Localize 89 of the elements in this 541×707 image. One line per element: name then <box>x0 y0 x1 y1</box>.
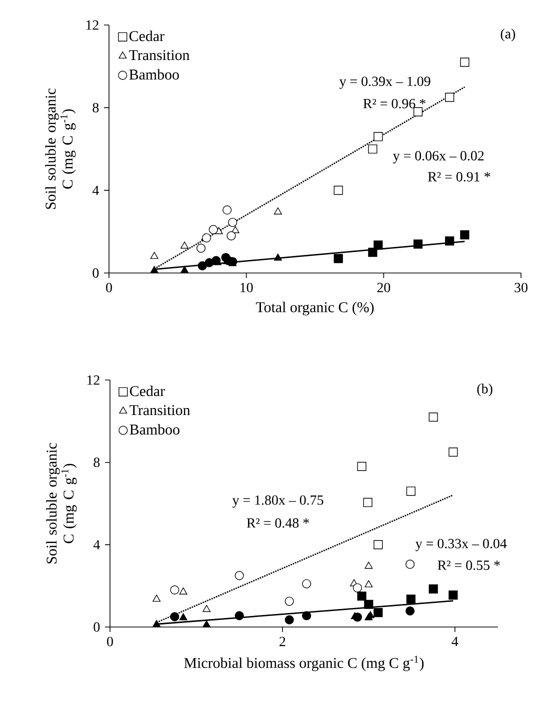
point <box>374 240 383 250</box>
point <box>228 218 238 227</box>
point <box>222 205 232 215</box>
y-tick-label: 12 <box>87 375 100 385</box>
point <box>460 58 470 67</box>
point <box>179 613 188 620</box>
point <box>368 248 378 257</box>
point <box>413 240 423 249</box>
annotation: y = 0.33x – 0.04 <box>416 538 507 552</box>
x-tick-label: 20 <box>377 282 390 292</box>
point <box>460 230 470 240</box>
point <box>234 571 244 580</box>
point <box>413 107 423 116</box>
point <box>202 620 211 628</box>
x-tick-label: 4 <box>452 636 458 646</box>
annotation: (b) <box>477 384 492 396</box>
annotation: R² = 0.48 * <box>246 518 309 528</box>
point <box>374 132 383 142</box>
point <box>352 612 362 622</box>
point <box>284 596 294 606</box>
point <box>363 498 372 508</box>
point <box>196 244 206 253</box>
point <box>180 242 189 249</box>
point <box>406 606 415 616</box>
x-tick-label: 2 <box>280 636 286 646</box>
point <box>179 587 188 594</box>
annotation: y = 1.80x – 0.75 <box>232 495 324 508</box>
point <box>428 584 438 594</box>
point <box>445 236 454 246</box>
annotation: y = 0.39x – 1.09 <box>339 76 430 89</box>
point <box>406 560 415 569</box>
point <box>274 254 282 261</box>
point <box>152 594 161 602</box>
annotation: y = 0.06x – 0.02 <box>393 151 484 164</box>
point <box>180 266 189 273</box>
point <box>406 594 416 604</box>
annotation: R² = 0.96 * <box>363 98 426 108</box>
point <box>406 486 416 496</box>
point <box>334 254 343 264</box>
point <box>448 448 458 457</box>
x-tick-label: 30 <box>514 282 528 292</box>
point <box>198 261 207 270</box>
point <box>302 579 312 588</box>
point <box>448 590 458 600</box>
y-tick-label: 12 <box>86 20 98 30</box>
annotation: R² = 0.55 * <box>438 560 500 570</box>
point <box>234 611 244 620</box>
x-axis-title: Total organic C (%) <box>256 302 374 316</box>
legend-label: Transition <box>129 50 190 60</box>
point <box>150 266 158 273</box>
point <box>364 600 374 609</box>
legend-label: Cedar <box>130 386 165 396</box>
y-tick-label: 8 <box>92 102 99 112</box>
point <box>202 604 211 612</box>
point <box>334 186 343 195</box>
legend-label: Bamboo <box>129 69 179 80</box>
y-tick-label: 0 <box>94 622 100 632</box>
y-tick-label: 4 <box>92 186 99 195</box>
annotation: R² = 0.91 * <box>428 172 490 182</box>
point <box>428 412 438 422</box>
point <box>374 608 383 618</box>
point <box>364 562 373 569</box>
point <box>352 583 362 592</box>
legend-label: Transition <box>130 405 190 416</box>
point <box>302 611 312 620</box>
point <box>208 225 218 234</box>
point <box>357 592 366 601</box>
point <box>368 144 378 154</box>
y-tick-label: 4 <box>93 540 100 550</box>
point <box>284 615 294 624</box>
point <box>445 92 454 102</box>
x-axis-title: Microbial biomass organic C (mg C g$^{-1}$) <box>184 656 424 672</box>
point <box>274 207 282 214</box>
point <box>170 612 180 622</box>
legend-label: Cedar <box>129 30 164 42</box>
point <box>374 540 383 550</box>
point <box>150 252 158 259</box>
legend-label: Bamboo <box>130 424 180 435</box>
point <box>357 462 366 472</box>
x-tick-label: 0 <box>107 636 113 646</box>
y-tick-label: 8 <box>94 458 100 468</box>
x-tick-label: 0 <box>106 282 112 292</box>
point <box>364 580 373 588</box>
point <box>170 585 180 595</box>
point <box>152 620 161 627</box>
annotation: (a) <box>500 28 516 42</box>
point <box>226 231 236 240</box>
y-tick-label: 0 <box>92 268 99 278</box>
x-tick-label: 10 <box>240 282 253 292</box>
